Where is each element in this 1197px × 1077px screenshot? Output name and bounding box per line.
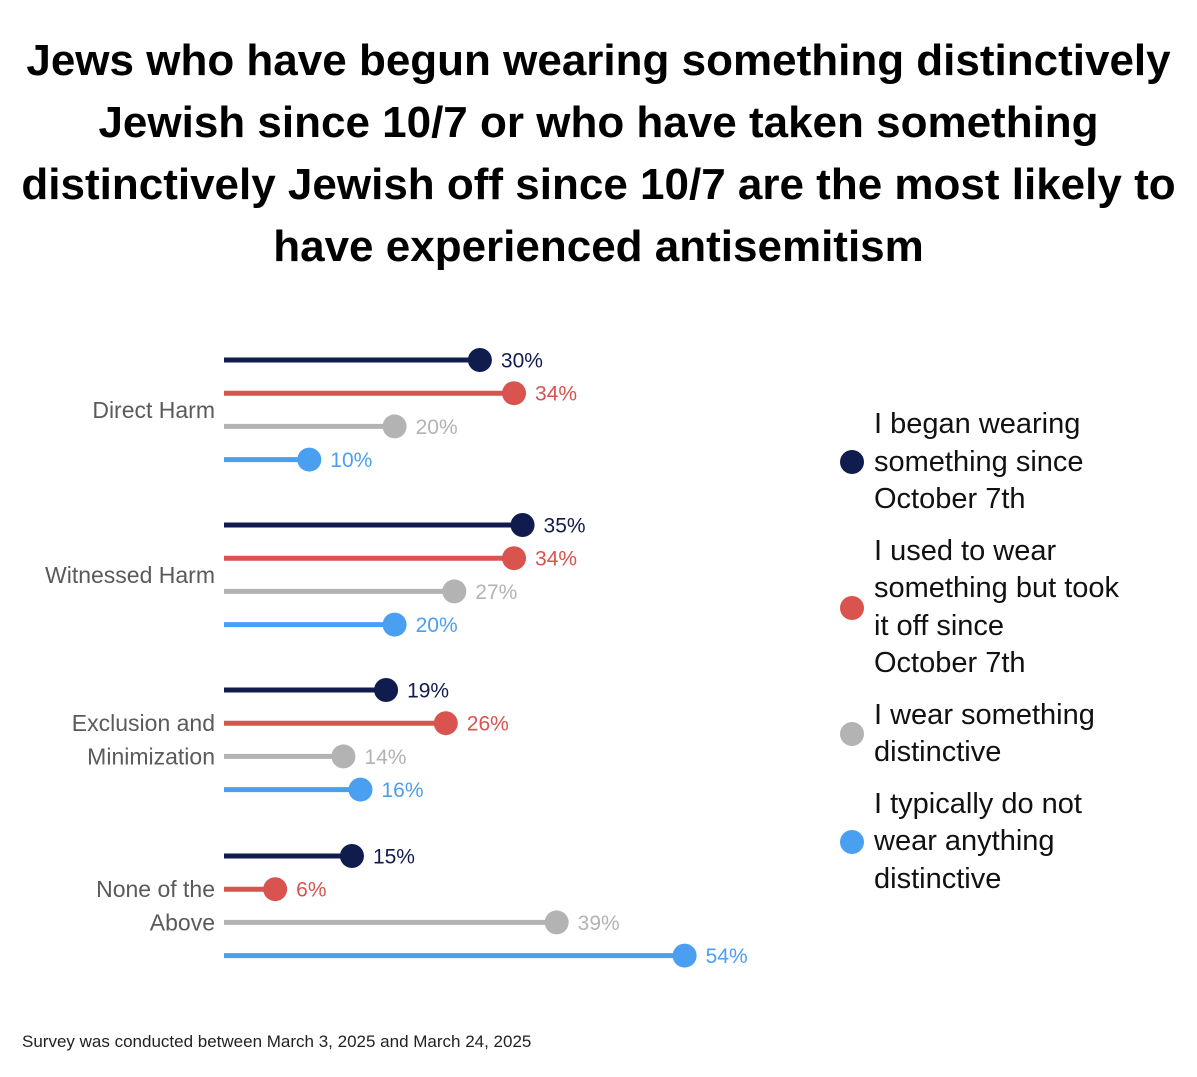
legend-item: I used to wear something but took it off s…: [838, 533, 1168, 683]
data-label: 20%: [416, 614, 458, 637]
footnote: Survey was conducted between March 3, 20…: [22, 1032, 532, 1051]
series-dot: [510, 513, 535, 537]
legend-dot: [840, 829, 864, 854]
data-label: 35%: [544, 515, 586, 538]
data-label: 27%: [475, 581, 517, 604]
legend: I began wearing something since October 7t…: [838, 406, 1168, 912]
legend-item: I typically do not wear anything distincti…: [838, 786, 1168, 899]
series-dot: [467, 348, 492, 372]
dot-plot-chart: Direct Harm Witnessed Harm Exclusion and Mi…: [45, 348, 748, 968]
data-label: 19%: [407, 680, 449, 703]
data-label: 26%: [467, 713, 509, 736]
series-dot: [382, 414, 407, 439]
series-dot: [348, 777, 373, 802]
chart-title: Jews who have begun wearing something di…: [21, 36, 1176, 271]
data-label: 30%: [501, 350, 543, 373]
category-label: Direct Harm: [92, 397, 215, 423]
data-label: 34%: [535, 548, 577, 571]
series-dot: [382, 612, 407, 637]
legend-label: I began wearing something since October 7t…: [874, 408, 1084, 515]
series-dot: [331, 744, 356, 769]
data-label: 15%: [373, 846, 415, 869]
series-dot: [339, 844, 364, 868]
data-label: 34%: [535, 383, 577, 406]
data-label: 14%: [364, 746, 406, 769]
legend-label: I typically do not wear anything distincti…: [874, 787, 1082, 895]
legend-label: I wear something distinctive: [874, 698, 1095, 769]
data-label: 54%: [706, 945, 748, 968]
category-label: Exclusion and Minimization: [72, 710, 215, 770]
legend-item: I wear something distinctive: [838, 697, 1168, 772]
category-label: Witnessed Harm: [45, 562, 215, 588]
series-dot: [433, 711, 458, 736]
category-label: None of the Above: [96, 876, 215, 936]
series-dot: [374, 678, 399, 702]
series-dot: [442, 579, 467, 604]
legend-dot: [840, 722, 864, 746]
series-dot: [297, 447, 322, 472]
legend-label: I used to wear something but took it off s…: [874, 534, 1120, 680]
legend-dot: [840, 595, 864, 620]
series-dot: [502, 381, 527, 406]
data-label: 20%: [416, 416, 458, 439]
data-label: 16%: [381, 779, 423, 802]
data-label: 6%: [296, 879, 326, 902]
series-dot: [502, 546, 527, 571]
legend-dot: [840, 450, 864, 475]
series-dot: [263, 877, 288, 902]
series-dot: [672, 943, 697, 968]
series-dot: [544, 910, 569, 935]
data-label: 39%: [578, 912, 620, 935]
legend-item: I began wearing something since October 7t…: [838, 406, 1168, 519]
data-label: 10%: [330, 449, 372, 472]
